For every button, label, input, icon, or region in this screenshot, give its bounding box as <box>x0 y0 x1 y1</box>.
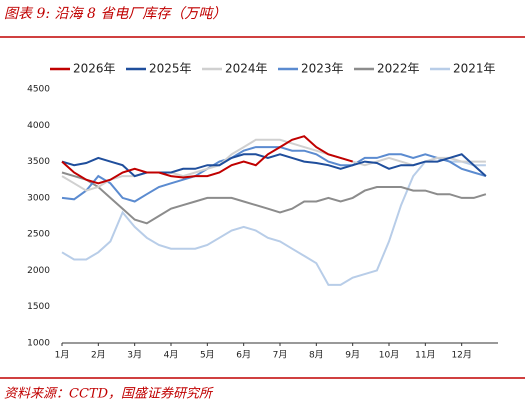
legend-label: 2022年 <box>377 62 420 76</box>
x-tick-label: 7月 <box>273 350 288 361</box>
y-tick-label: 3000 <box>27 193 50 203</box>
x-tick-label: 6月 <box>236 350 251 361</box>
y-tick-label: 2500 <box>27 230 50 240</box>
source: 资料来源：CCTD，国盛证券研究所 <box>4 386 214 402</box>
x-tick-label: 1月 <box>55 350 70 361</box>
x-tick-label: 2月 <box>91 350 106 361</box>
series-line <box>61 156 486 286</box>
x-tick-label: 9月 <box>345 350 360 361</box>
series-line <box>61 171 487 225</box>
legend-label: 2024年 <box>225 62 268 76</box>
y-tick-label: 4500 <box>27 85 50 95</box>
x-tick-label: 12月 <box>451 350 471 361</box>
x-tick-label: 11月 <box>415 350 435 361</box>
y-tick-label: 4000 <box>27 121 50 131</box>
series-line <box>61 153 487 178</box>
x-tick-label: 4月 <box>164 350 179 361</box>
legend-label: 2023年 <box>301 62 344 76</box>
legend-label: 2025年 <box>149 62 192 76</box>
legend-label: 2026年 <box>73 62 116 76</box>
series-line <box>61 146 487 203</box>
y-tick-label: 2000 <box>27 266 50 276</box>
chart-title: 图表 9: 沿海 8 省电厂库存（万吨） <box>4 6 226 22</box>
y-tick-label: 1000 <box>27 339 50 349</box>
legend-label: 2021年 <box>453 62 496 76</box>
x-tick-label: 10月 <box>379 350 399 361</box>
series-line <box>61 135 353 185</box>
y-tick-label: 3500 <box>27 157 50 167</box>
x-tick-label: 3月 <box>127 350 142 361</box>
x-tick-label: 5月 <box>200 350 215 361</box>
y-tick-label: 1500 <box>27 302 50 312</box>
x-tick-label: 8月 <box>309 350 324 361</box>
